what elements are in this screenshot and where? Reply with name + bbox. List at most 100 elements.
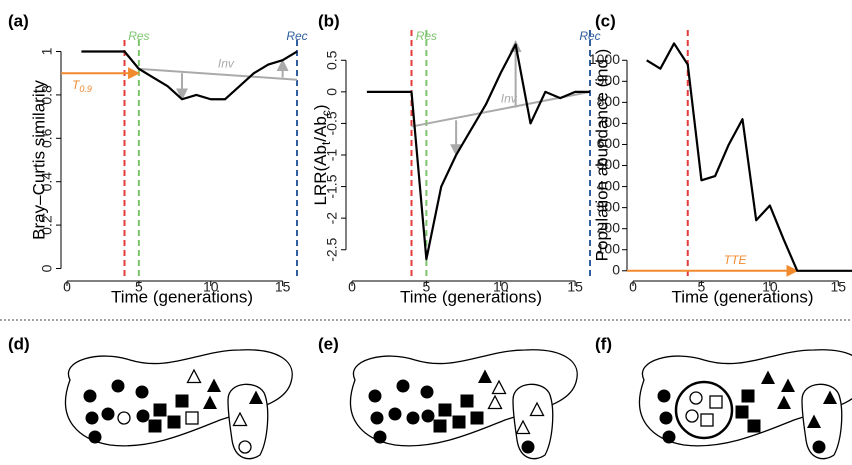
y-axis-title: LRR(Abt/Abc) — [311, 104, 333, 205]
species — [659, 411, 673, 425]
species — [388, 407, 402, 421]
x-tick-label: 10 — [493, 279, 509, 295]
y-tick-label: -1.5 — [324, 174, 340, 198]
species — [135, 385, 149, 399]
y-tick-label: 900 — [597, 72, 621, 88]
y-tick-label: 0 — [39, 264, 55, 272]
y-tick-label: 0.4 — [39, 172, 55, 192]
x-tick-label: 5 — [698, 279, 706, 295]
species — [709, 395, 723, 409]
x-tick-label: 15 — [831, 279, 847, 295]
y-axis-title-part: ) — [311, 104, 330, 110]
species — [452, 415, 466, 429]
species — [689, 391, 703, 405]
x-tick-label: 10 — [762, 279, 778, 295]
data-line — [81, 50, 298, 101]
species — [373, 430, 387, 444]
y-tick-label: 0.5 — [324, 50, 340, 70]
x-tick-label: 5 — [135, 279, 143, 295]
y-tick-label: 500 — [597, 156, 621, 172]
y-axis-title-part: LRR(Ab — [311, 145, 330, 205]
x-tick-label: 15 — [275, 279, 291, 295]
threshold-label-main: T — [72, 78, 81, 92]
species — [741, 389, 755, 403]
species — [433, 419, 447, 433]
y-tick-label: 0.6 — [39, 128, 55, 148]
y-axis-title-part: t — [319, 141, 333, 145]
species — [662, 430, 676, 444]
panel-label: (c) — [595, 11, 616, 30]
species — [657, 389, 671, 403]
y-axis-title-part: /Ab — [311, 116, 330, 142]
species — [370, 411, 384, 425]
y-tick-label: -2 — [324, 212, 340, 225]
species — [148, 419, 162, 433]
reference-label: Res — [416, 29, 437, 43]
y-tick-label: 800 — [597, 93, 621, 109]
y-tick-label: 0 — [324, 88, 340, 96]
x-tick-label: 0 — [348, 279, 356, 295]
species — [460, 394, 474, 408]
species — [685, 409, 699, 423]
species — [175, 394, 189, 408]
y-tick-label: 0.2 — [39, 215, 55, 235]
threshold-label-sub: 0.9 — [79, 85, 92, 95]
diagram-f — [638, 349, 852, 460]
species — [735, 405, 749, 419]
threshold-label: TTE — [724, 253, 748, 267]
y-tick-label: 300 — [597, 198, 621, 214]
panel-label: (f) — [595, 334, 612, 353]
panel-label: (a) — [8, 11, 29, 30]
y-axis-title: Population abundance (ind.) — [592, 49, 611, 262]
y-tick-label: -2.5 — [324, 237, 340, 261]
x-axis-title: Time (generations) — [111, 287, 253, 306]
panel-label: (d) — [8, 334, 30, 353]
x-tick-label: 10 — [203, 279, 219, 295]
species — [111, 379, 125, 393]
y-tick-label: 200 — [597, 219, 621, 235]
habitat — [512, 383, 554, 460]
species — [406, 411, 420, 425]
panel-label: (b) — [318, 11, 340, 30]
species — [368, 389, 382, 403]
species — [83, 389, 97, 403]
trend-line — [138, 67, 298, 81]
x-tick-label: 0 — [629, 279, 637, 295]
species — [117, 411, 131, 425]
trend-label: Inv — [218, 56, 235, 70]
species — [396, 379, 410, 393]
species — [470, 411, 484, 425]
species — [238, 440, 252, 454]
threshold-label: T0.9 — [72, 78, 92, 94]
diagram-d — [64, 349, 293, 460]
species — [420, 385, 434, 399]
y-tick-label: -1 — [324, 149, 340, 162]
species — [438, 403, 452, 417]
y-tick-label: 1000 — [589, 51, 620, 67]
species — [88, 430, 102, 444]
disturbance-zone — [674, 380, 734, 440]
species — [747, 419, 761, 433]
y-tick-label: 1 — [39, 47, 55, 55]
reference-label: Rec — [579, 29, 600, 43]
data-line — [366, 43, 590, 261]
y-tick-label: 400 — [597, 177, 621, 193]
x-tick-label: 5 — [422, 279, 430, 295]
y-tick-label: 700 — [597, 114, 621, 130]
y-axis-title-part: c — [319, 110, 333, 116]
species — [700, 413, 714, 427]
reference-label: Res — [128, 29, 149, 43]
x-axis-title: Time (generations) — [671, 287, 813, 306]
species — [812, 440, 826, 454]
species — [185, 411, 199, 425]
species — [85, 411, 99, 425]
reference-label: Rec — [286, 29, 307, 43]
data-line — [646, 42, 852, 272]
y-tick-label: 0 — [612, 261, 620, 277]
x-axis-title: Time (generations) — [400, 287, 542, 306]
x-tick-label: 0 — [63, 279, 71, 295]
y-tick-label: 600 — [597, 135, 621, 151]
species — [136, 409, 150, 423]
